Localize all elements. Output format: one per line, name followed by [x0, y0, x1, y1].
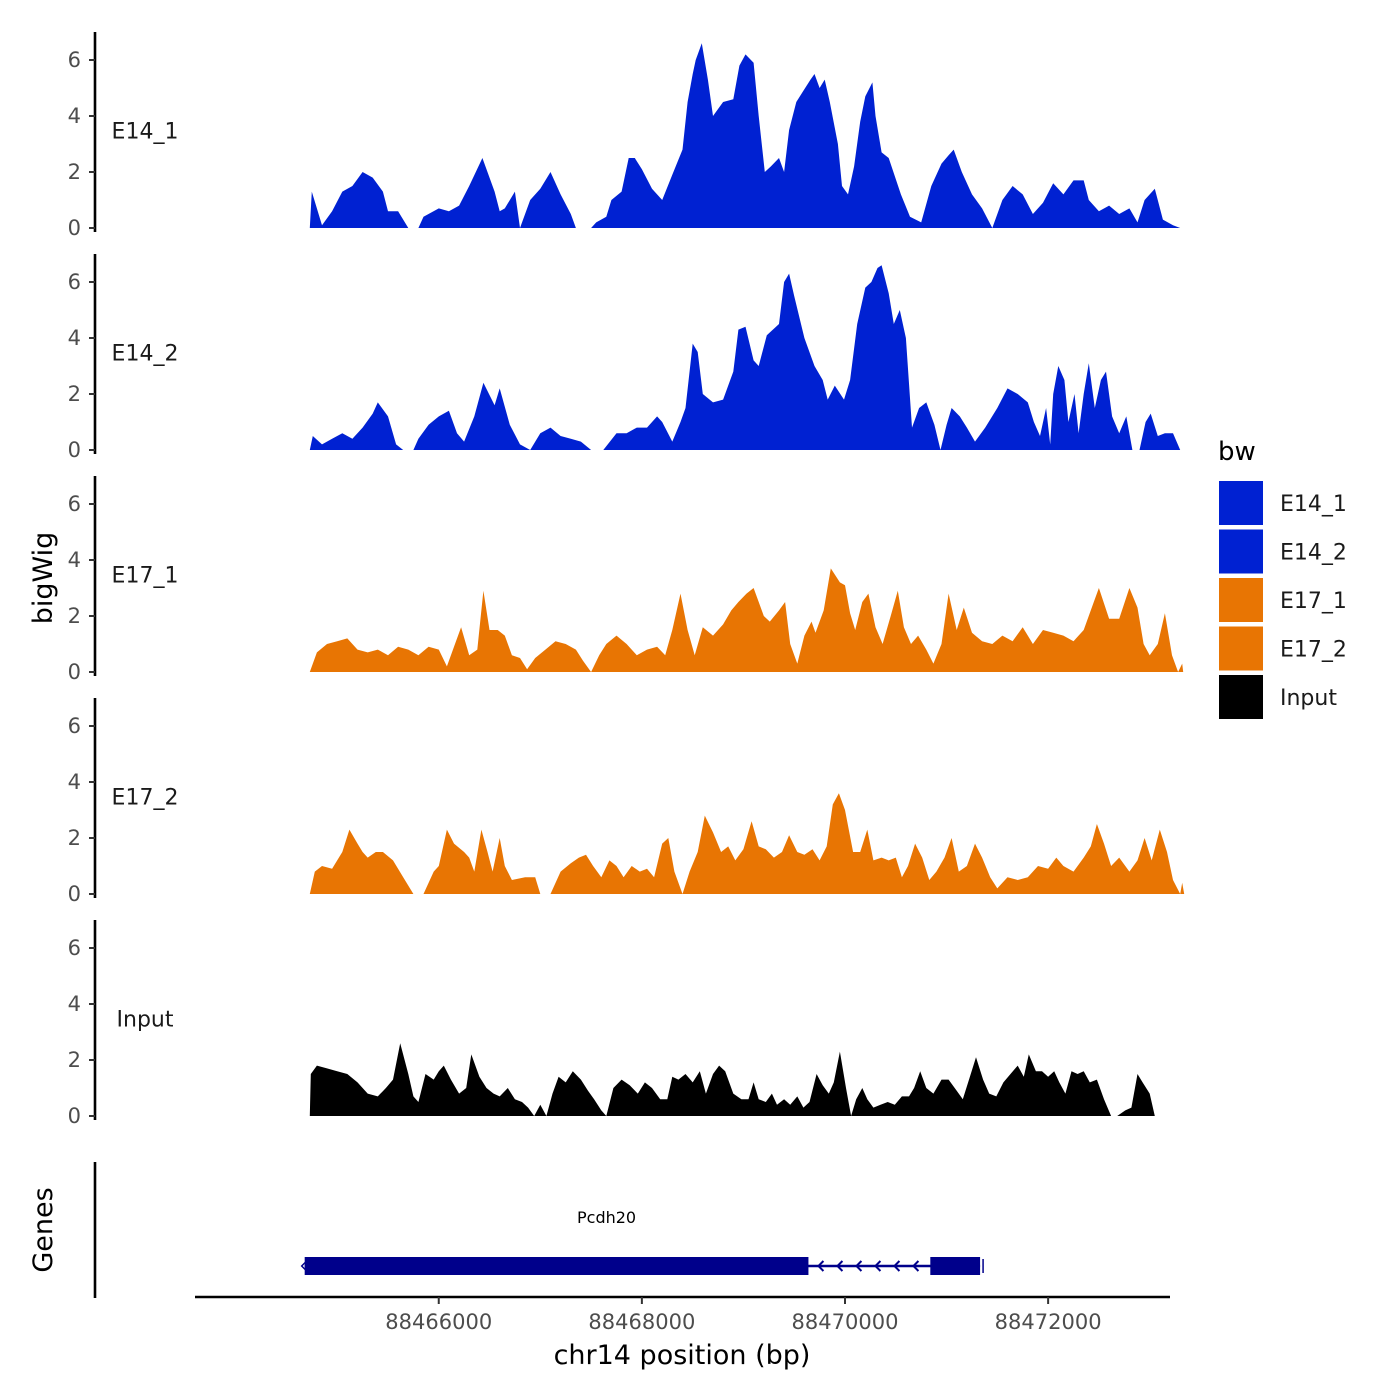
legend-entries: E14_1 E14_2 E17_1 E17_2 Input [1219, 481, 1347, 719]
strand-arrow-icon [817, 1260, 825, 1272]
x-tick-label: 88472000 [995, 1310, 1102, 1334]
track-Input: 0 2 4 6 Input [68, 920, 1155, 1128]
gene-exon [930, 1257, 981, 1275]
y-tick-label: 4 [68, 104, 81, 128]
x-tick-label: 88466000 [385, 1310, 492, 1334]
legend-entry-Input: Input [1219, 675, 1337, 719]
strand-arrow-icon [893, 1260, 901, 1272]
y-tick-label: 6 [68, 270, 81, 294]
track-label: E17_2 [112, 785, 179, 810]
y-tick-label: 0 [68, 438, 81, 462]
legend-entry-E17_2: E17_2 [1219, 626, 1347, 671]
track-label: Input [117, 1007, 174, 1032]
x-axis-ticks: 88466000 88468000 88470000 88472000 [385, 1297, 1102, 1334]
strand-arrow-icon [874, 1260, 882, 1272]
strand-arrow-icon [836, 1260, 844, 1272]
legend-label: E17_1 [1280, 589, 1347, 614]
x-axis-title: chr14 position (bp) [554, 1340, 811, 1371]
y-tick-label: 4 [68, 548, 81, 572]
x-tick-label: 88468000 [588, 1310, 695, 1334]
y-tick-label: 0 [68, 1104, 81, 1128]
coverage-area-E14_2 [309, 265, 1181, 450]
legend-entry-E14_2: E14_2 [1219, 529, 1347, 574]
y-tick-label: 4 [68, 326, 81, 350]
y-tick-label: 0 [68, 216, 81, 240]
track-panels: 0 2 4 6 E14_1 0 2 4 6 E14_2 0 2 4 6 E17_1 0 2 4 6 E17_2 0 2 4 6… [68, 32, 1185, 1128]
y-tick-label: 2 [68, 382, 81, 406]
gene-models: Pcdh20 [300, 1208, 984, 1275]
y-tick-label: 0 [68, 882, 81, 906]
legend-entry-E14_1: E14_1 [1219, 481, 1347, 525]
x-axis: 88466000 88468000 88470000 88472000 [195, 1295, 1170, 1334]
coverage-area-E17_2 [309, 793, 1185, 894]
y-tick-label: 2 [68, 826, 81, 850]
legend-swatch [1219, 675, 1263, 719]
y-axis-title: bigWig [28, 532, 59, 625]
y-tick-label: 4 [68, 770, 81, 794]
genes-panel: Pcdh20 [93, 1162, 984, 1298]
track-E17_2: 0 2 4 6 E17_2 [68, 698, 1185, 906]
legend-label: E14_1 [1280, 492, 1347, 517]
legend-title: bw [1218, 437, 1256, 467]
x-tick-label: 88470000 [792, 1310, 899, 1334]
genes-axis-title: Genes [28, 1187, 59, 1272]
legend-swatch [1219, 529, 1263, 574]
y-tick-label: 2 [68, 1048, 81, 1072]
track-label: E14_1 [112, 119, 179, 144]
y-tick-label: 6 [68, 48, 81, 72]
gene-start-cap [300, 1260, 308, 1272]
y-tick-label: 2 [68, 160, 81, 184]
strand-arrow-icon [912, 1260, 920, 1272]
gene-exon [304, 1257, 809, 1275]
track-E14_2: 0 2 4 6 E14_2 [68, 254, 1181, 462]
y-tick-label: 2 [68, 604, 81, 628]
legend-label: E17_2 [1280, 638, 1347, 663]
y-tick-label: 0 [68, 660, 81, 684]
legend-label: Input [1280, 686, 1337, 711]
strand-arrow-icon [855, 1260, 863, 1272]
y-tick-label: 4 [68, 992, 81, 1016]
track-E14_1: 0 2 4 6 E14_1 [68, 32, 1181, 240]
coverage-area-Input [309, 1043, 1155, 1116]
legend-swatch [1219, 578, 1263, 622]
y-tick-label: 6 [68, 714, 81, 738]
legend-swatch [1219, 481, 1263, 525]
coverage-area-E14_1 [309, 43, 1181, 229]
track-label: E14_2 [112, 341, 179, 366]
gene-name-label: Pcdh20 [577, 1208, 636, 1227]
y-tick-label: 6 [68, 936, 81, 960]
legend: bw E14_1 E14_2 E17_1 E17_2 Input [1218, 437, 1347, 719]
legend-entry-E17_1: E17_1 [1219, 578, 1347, 622]
track-E17_1: 0 2 4 6 E17_1 [68, 476, 1184, 684]
y-tick-label: 6 [68, 492, 81, 516]
coverage-area-E17_1 [309, 568, 1184, 672]
gene-Pcdh20: Pcdh20 [300, 1208, 984, 1275]
legend-label: E14_2 [1280, 541, 1347, 566]
track-label: E17_1 [112, 563, 179, 588]
legend-swatch [1219, 626, 1263, 671]
